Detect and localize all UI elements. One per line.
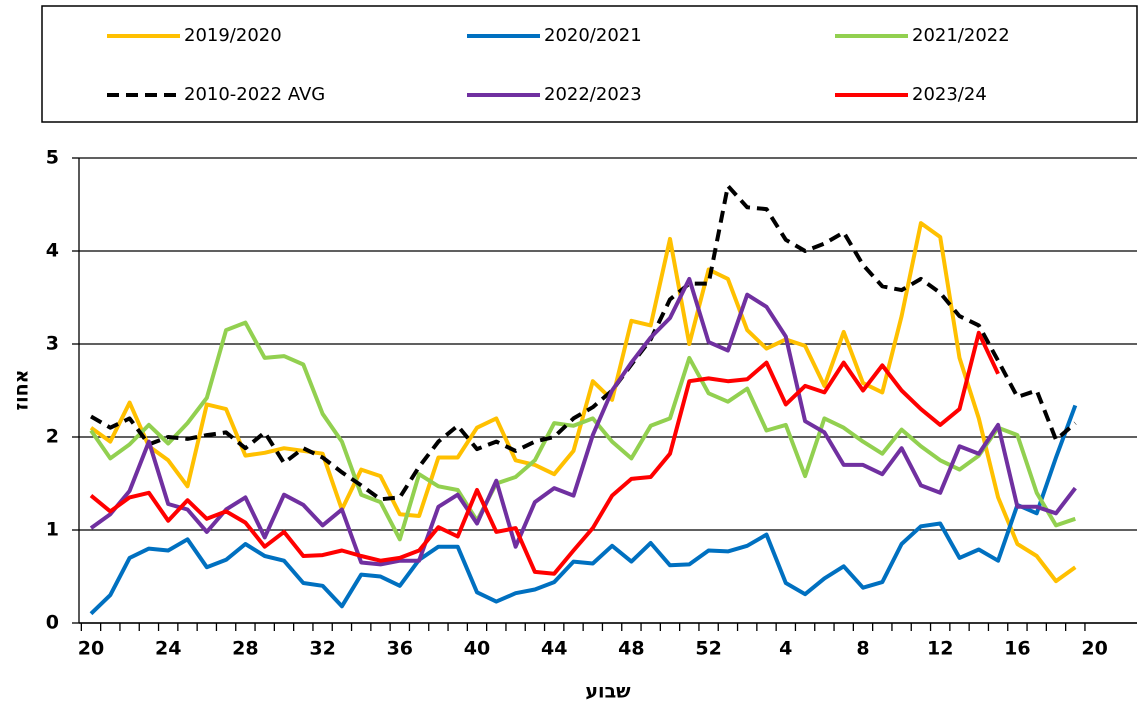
x-tick-label: 20 (78, 638, 104, 660)
x-tick-label: 44 (541, 638, 567, 660)
x-tick-label: 20 (1081, 638, 1107, 660)
x-tick-label: 28 (232, 638, 258, 660)
x-tick-label: 16 (1004, 638, 1030, 660)
x-tick-label: 8 (856, 638, 869, 660)
y-tick-label: 1 (46, 519, 59, 541)
y-axis-label: אחוז (11, 369, 33, 410)
x-tick-label: 52 (695, 638, 721, 660)
x-tick-label: 32 (309, 638, 335, 660)
series-line (89, 330, 1000, 576)
y-tick-label: 0 (46, 612, 59, 634)
series-line (89, 221, 1077, 584)
series-line (89, 276, 1077, 567)
x-tick-label: 48 (618, 638, 644, 660)
y-tick-label: 4 (46, 240, 59, 262)
legend-box (41, 5, 1138, 123)
series-line (89, 320, 1076, 542)
y-tick-label: 3 (46, 333, 59, 355)
series-line (89, 404, 1078, 616)
x-tick-label: 24 (155, 638, 181, 660)
x-axis-label: שבוע (585, 681, 631, 703)
x-tick-label: 4 (779, 638, 792, 660)
legend-label: 2021/2022 (912, 25, 1010, 46)
y-tick-label: 2 (46, 426, 59, 448)
x-tick-label: 12 (927, 638, 953, 660)
legend-label: 2010-2022 AVG (184, 84, 325, 105)
legend-label: 2019/2020 (184, 25, 282, 46)
y-tick-label: 5 (46, 147, 59, 169)
legend-label: 2020/2021 (544, 25, 642, 46)
legend-label: 2023/24 (912, 84, 987, 105)
legend-label: 2022/2023 (544, 84, 642, 105)
x-tick-label: 36 (387, 638, 413, 660)
x-tick-label: 40 (464, 638, 490, 660)
series-line (89, 183, 1077, 502)
